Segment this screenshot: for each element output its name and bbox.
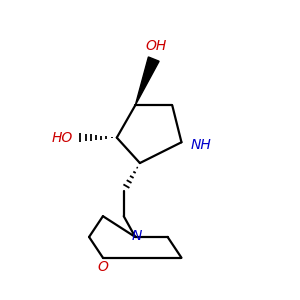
Text: NH: NH [191,138,212,152]
Text: OH: OH [146,39,167,53]
Polygon shape [135,57,159,105]
Text: N: N [131,229,142,243]
Text: O: O [98,260,108,274]
Text: HO: HO [52,130,73,145]
